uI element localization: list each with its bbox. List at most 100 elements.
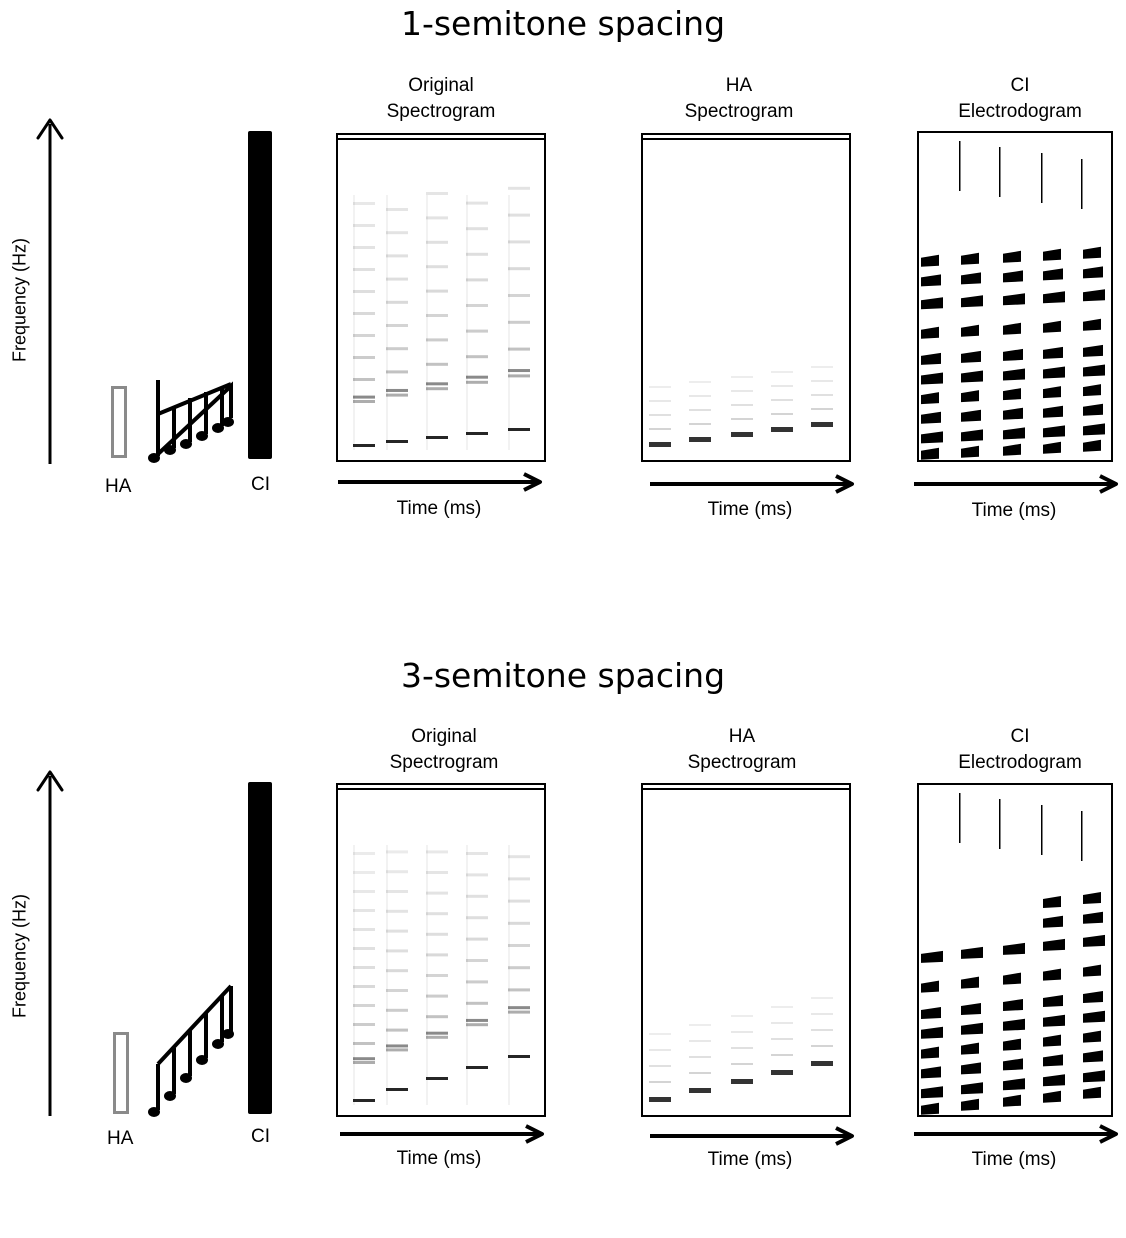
electrode-pulse-train bbox=[961, 946, 983, 959]
harmonic-band bbox=[771, 1038, 793, 1040]
electrode-pulse-train bbox=[921, 254, 939, 267]
harmonic-band bbox=[466, 278, 488, 282]
harmonic-band bbox=[426, 1015, 448, 1019]
harmonic-band bbox=[689, 409, 711, 411]
panel-title-line2: Spectrogram bbox=[386, 101, 496, 122]
electrode-pulse-train bbox=[1043, 896, 1061, 908]
harmonic-band bbox=[426, 240, 448, 244]
harmonic-band bbox=[426, 994, 448, 998]
harmonic-band bbox=[426, 362, 448, 366]
electrode-pulse-train bbox=[921, 411, 941, 424]
section-title: 1-semitone spacing bbox=[400, 4, 726, 43]
harmonic-band bbox=[353, 356, 375, 359]
original-spectrogram-panel bbox=[336, 133, 546, 462]
harmonic-band bbox=[508, 1006, 530, 1010]
electrode-pulse-train bbox=[961, 1042, 979, 1055]
section-1-semitone: 1-semitone spacing Frequency (Hz) HA CI … bbox=[0, 0, 1126, 586]
onset-smear bbox=[508, 195, 510, 450]
electrode-pulse-train bbox=[1003, 1058, 1023, 1071]
onset-smear bbox=[386, 195, 388, 450]
section-title: 3-semitone spacing bbox=[400, 656, 726, 695]
onset-smear bbox=[466, 845, 468, 1105]
harmonic-band bbox=[353, 1004, 375, 1007]
panel-title-line1: Original bbox=[411, 726, 477, 747]
electrode-pulse-train bbox=[1083, 384, 1101, 397]
harmonic-band bbox=[689, 437, 711, 442]
harmonic-band bbox=[649, 414, 671, 416]
electrode-pulse-train bbox=[1043, 995, 1063, 1007]
harmonic-band bbox=[731, 1063, 753, 1065]
panel-title-line2: Spectrogram bbox=[389, 752, 499, 773]
right-arrow-icon bbox=[338, 472, 542, 492]
electrode-pulse-train bbox=[961, 350, 981, 363]
time-axis-label: Time (ms) bbox=[396, 498, 482, 519]
ci-label: CI bbox=[251, 474, 270, 495]
harmonic-band bbox=[466, 1023, 488, 1027]
harmonic-band bbox=[386, 393, 408, 397]
harmonic-band bbox=[466, 980, 488, 984]
electrode-pulse-train bbox=[921, 372, 943, 385]
electrode-pulse-train bbox=[1083, 934, 1105, 947]
harmonic-band bbox=[386, 989, 408, 992]
harmonic-band bbox=[466, 1018, 488, 1022]
electrode-pulse-train bbox=[1083, 1010, 1105, 1023]
harmonic-band bbox=[689, 1088, 711, 1093]
harmonic-band bbox=[811, 1013, 833, 1015]
electrode-pulse-train bbox=[1043, 441, 1061, 454]
harmonic-band bbox=[649, 1065, 671, 1067]
electrode-pulse-train bbox=[1043, 320, 1061, 333]
harmonic-band bbox=[353, 312, 375, 315]
section-3-semitone: 3-semitone spacing Frequency (Hz) HA CI … bbox=[0, 652, 1126, 1238]
harmonic-band bbox=[508, 921, 530, 925]
electrode-pulse-train bbox=[961, 370, 983, 383]
electrode-pulse-train bbox=[1003, 1078, 1025, 1091]
harmonic-band bbox=[386, 850, 408, 854]
harmonic-band bbox=[426, 387, 448, 391]
harmonic-band bbox=[426, 314, 448, 317]
electrode-pulse-train bbox=[1083, 1030, 1101, 1043]
time-axis-label: Time (ms) bbox=[707, 499, 793, 520]
harmonic-band bbox=[353, 290, 375, 293]
harmonic-band bbox=[426, 1035, 448, 1039]
electrode-pulse-train bbox=[1003, 999, 1023, 1011]
panel-title-ha: HA Spectrogram bbox=[622, 724, 862, 776]
right-arrow-icon bbox=[914, 474, 1118, 494]
panel-title-original: Original Spectrogram bbox=[324, 724, 564, 776]
harmonic-band bbox=[386, 208, 408, 211]
harmonic-band bbox=[386, 231, 408, 235]
harmonic-band bbox=[771, 1070, 793, 1075]
panel-title-line2: Spectrogram bbox=[684, 101, 794, 122]
harmonic-band bbox=[689, 1056, 711, 1058]
electrode-pulse-train bbox=[1003, 388, 1021, 401]
harmonic-band bbox=[426, 932, 448, 936]
panel-title-original: Original Spectrogram bbox=[321, 73, 561, 125]
electrode-pulse-train bbox=[1043, 268, 1063, 281]
electrode-pulse-train bbox=[921, 352, 941, 365]
harmonic-band bbox=[689, 381, 711, 383]
harmonic-band bbox=[811, 997, 833, 999]
harmonic-band bbox=[508, 899, 530, 903]
frequency-axis-label: Frequency (Hz) bbox=[9, 893, 30, 1019]
electrode-pulse-train bbox=[961, 390, 979, 403]
harmonic-band bbox=[771, 385, 793, 387]
harmonic-band bbox=[811, 380, 833, 382]
electrode-pulse-train bbox=[1003, 972, 1021, 985]
electrode-pulse-train bbox=[1043, 346, 1063, 359]
electrode-pulse-train bbox=[1043, 1034, 1061, 1047]
harmonic-band bbox=[426, 1077, 448, 1080]
electrode-pulse-train bbox=[1003, 1018, 1025, 1031]
harmonic-band bbox=[466, 432, 488, 435]
right-arrow-icon bbox=[650, 474, 854, 494]
electrode-pulse-train bbox=[921, 1026, 943, 1039]
harmonic-band bbox=[466, 252, 488, 256]
electrode-pulse-train bbox=[961, 295, 983, 308]
harmonic-band bbox=[353, 890, 375, 893]
ci-range-bar bbox=[248, 131, 272, 459]
harmonic-band bbox=[466, 937, 488, 941]
panel-title-line2: Electrodogram bbox=[958, 101, 1082, 122]
electrode-pulse-train bbox=[1003, 293, 1025, 306]
harmonic-band bbox=[771, 413, 793, 415]
electrode-pulse-train bbox=[1043, 425, 1065, 438]
harmonic-band bbox=[689, 395, 711, 397]
harmonic-band bbox=[731, 390, 753, 392]
